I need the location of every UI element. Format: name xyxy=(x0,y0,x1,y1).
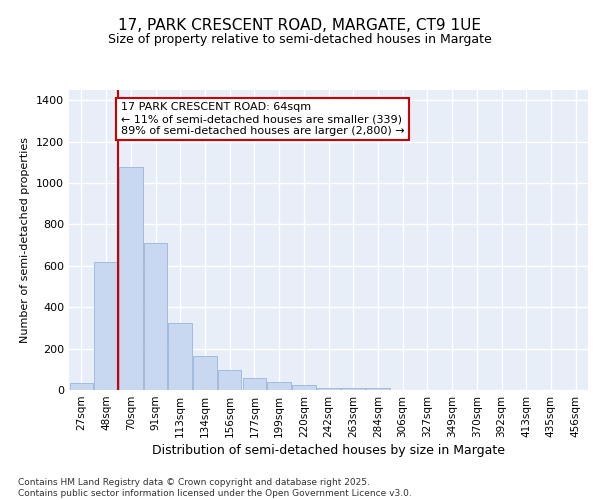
Bar xyxy=(242,378,266,390)
Bar xyxy=(366,388,389,390)
Bar xyxy=(292,386,316,390)
Bar xyxy=(94,262,118,390)
Bar xyxy=(144,243,167,390)
Y-axis label: Number of semi-detached properties: Number of semi-detached properties xyxy=(20,137,31,343)
Bar xyxy=(169,323,192,390)
Bar xyxy=(268,382,291,390)
Bar xyxy=(317,388,340,390)
X-axis label: Distribution of semi-detached houses by size in Margate: Distribution of semi-detached houses by … xyxy=(152,444,505,457)
Bar xyxy=(70,383,93,390)
Bar xyxy=(218,370,241,390)
Text: Contains HM Land Registry data © Crown copyright and database right 2025.
Contai: Contains HM Land Registry data © Crown c… xyxy=(18,478,412,498)
Text: 17 PARK CRESCENT ROAD: 64sqm
← 11% of semi-detached houses are smaller (339)
89%: 17 PARK CRESCENT ROAD: 64sqm ← 11% of se… xyxy=(121,102,404,136)
Bar xyxy=(193,356,217,390)
Text: 17, PARK CRESCENT ROAD, MARGATE, CT9 1UE: 17, PARK CRESCENT ROAD, MARGATE, CT9 1UE xyxy=(119,18,482,32)
Text: Size of property relative to semi-detached houses in Margate: Size of property relative to semi-detach… xyxy=(108,32,492,46)
Bar xyxy=(341,388,365,390)
Bar xyxy=(119,166,143,390)
